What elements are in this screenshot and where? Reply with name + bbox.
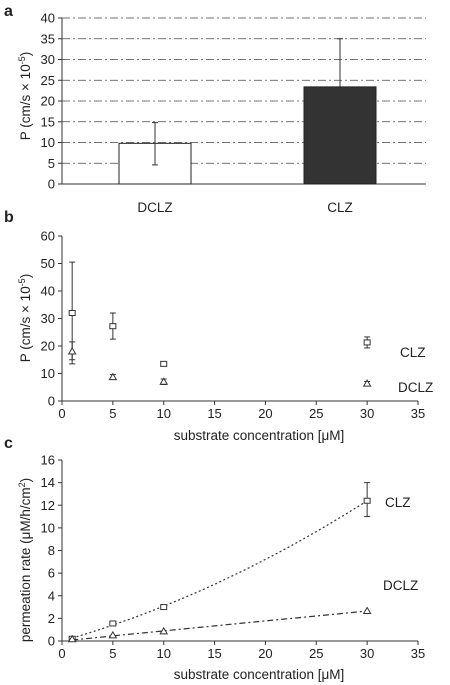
y-tick-label: 12 bbox=[41, 498, 55, 513]
y-tick-label: 0 bbox=[48, 394, 55, 409]
x-tick-label: 20 bbox=[258, 406, 272, 421]
fit-curve-dclz bbox=[72, 610, 368, 641]
bar-clz bbox=[303, 86, 377, 185]
series-label-clz: CLZ bbox=[400, 345, 426, 360]
y-tick-label: 0 bbox=[48, 634, 55, 649]
series-label-dclz: DCLZ bbox=[383, 578, 418, 593]
panel-b-ylabel: P (cm/s × 10-5) bbox=[17, 274, 33, 362]
series-label-dclz: DCLZ bbox=[398, 380, 433, 395]
panel-c-plot: 0 2 4 6 8 10 12 14 16 0 5 10 15 20 25 30 35 CLZ DCLZ bbox=[41, 453, 426, 662]
y-tick-label: 14 bbox=[41, 475, 55, 490]
panel-a-ylabel: P (cm/s × 10-5) bbox=[17, 52, 33, 140]
y-tick-label: 8 bbox=[48, 543, 55, 558]
panel-b-xlabel: substrate concentration [μM] bbox=[174, 428, 345, 443]
data-point-dclz bbox=[362, 379, 372, 387]
data-point-dclz bbox=[108, 630, 118, 639]
x-tick-label: 10 bbox=[156, 646, 170, 661]
x-category-label: DCLZ bbox=[137, 200, 172, 215]
x-tick-label: 20 bbox=[258, 646, 272, 661]
y-tick-label: 4 bbox=[48, 588, 55, 603]
x-tick-label: 5 bbox=[109, 406, 116, 421]
y-tick-label: 10 bbox=[41, 366, 55, 381]
panel-a-plot: 0 5 10 15 20 25 30 35 40 DCLZ CLZ bbox=[41, 11, 426, 215]
panel-c-xlabel: substrate concentration [μM] bbox=[174, 667, 345, 682]
y-tick-label: 6 bbox=[48, 566, 55, 581]
data-point-dclz bbox=[159, 377, 169, 385]
y-tick-label: 10 bbox=[41, 520, 55, 535]
data-point-dclz bbox=[67, 634, 77, 643]
y-tick-label: 40 bbox=[41, 284, 55, 299]
x-tick-label: 35 bbox=[411, 646, 425, 661]
x-tick-label: 15 bbox=[207, 406, 221, 421]
x-tick-label: 35 bbox=[411, 406, 425, 421]
x-tick-label: 25 bbox=[309, 646, 323, 661]
data-point-dclz bbox=[67, 347, 77, 355]
data-point-dclz bbox=[362, 606, 372, 615]
data-point-clz bbox=[363, 497, 371, 504]
y-tick-label: 5 bbox=[48, 156, 55, 171]
data-point-clz bbox=[160, 360, 168, 367]
x-tick-label: 15 bbox=[207, 646, 221, 661]
data-point-clz bbox=[363, 339, 371, 346]
y-tick-label: 35 bbox=[41, 31, 55, 46]
panel-label-b: b bbox=[4, 209, 14, 226]
x-tick-label: 10 bbox=[156, 406, 170, 421]
y-tick-label: 60 bbox=[41, 229, 55, 244]
data-point-clz bbox=[160, 604, 168, 611]
x-tick-label: 0 bbox=[58, 406, 65, 421]
data-point-dclz bbox=[159, 626, 169, 635]
x-tick-label: 30 bbox=[360, 406, 374, 421]
x-tick-label: 30 bbox=[360, 646, 374, 661]
panel-b-plot: 0 10 20 30 40 50 60 0 5 10 15 20 25 30 35 CLZ DCLZ bbox=[41, 229, 434, 422]
panel-label-c: c bbox=[4, 435, 13, 452]
y-tick-label: 16 bbox=[41, 453, 55, 468]
y-tick-label: 40 bbox=[41, 11, 55, 26]
panel-label-a: a bbox=[4, 3, 13, 20]
y-tick-label: 20 bbox=[41, 339, 55, 354]
y-tick-label: 10 bbox=[41, 135, 55, 150]
series-label-clz: CLZ bbox=[385, 495, 411, 510]
data-point-clz bbox=[68, 310, 76, 316]
data-point-clz bbox=[109, 620, 117, 627]
panel-c-ylabel: permeation rate (μM/h/cm2) bbox=[17, 478, 33, 642]
data-point-dclz bbox=[108, 372, 118, 381]
fit-curve-clz bbox=[72, 500, 368, 639]
y-tick-label: 30 bbox=[41, 52, 55, 67]
y-tick-label: 50 bbox=[41, 256, 55, 271]
x-tick-label: 0 bbox=[58, 646, 65, 661]
y-tick-label: 25 bbox=[41, 73, 55, 88]
data-point-clz bbox=[109, 323, 117, 330]
y-tick-label: 15 bbox=[41, 114, 55, 129]
y-tick-label: 20 bbox=[41, 94, 55, 109]
x-tick-label: 5 bbox=[109, 646, 116, 661]
x-category-label: CLZ bbox=[327, 200, 353, 215]
y-tick-label: 0 bbox=[48, 177, 55, 192]
y-tick-label: 2 bbox=[48, 611, 55, 626]
x-tick-label: 25 bbox=[309, 406, 323, 421]
y-tick-label: 30 bbox=[41, 311, 55, 326]
